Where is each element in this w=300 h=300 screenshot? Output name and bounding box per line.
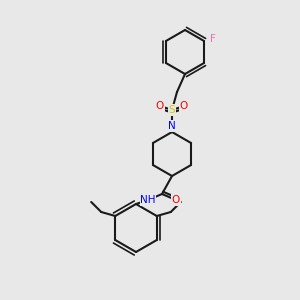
Text: NH: NH — [140, 195, 156, 205]
Text: O: O — [156, 101, 164, 111]
Text: F: F — [210, 34, 216, 44]
Text: N: N — [168, 121, 176, 131]
Text: O: O — [180, 101, 188, 111]
Text: S: S — [169, 105, 175, 115]
Text: O: O — [172, 195, 180, 205]
